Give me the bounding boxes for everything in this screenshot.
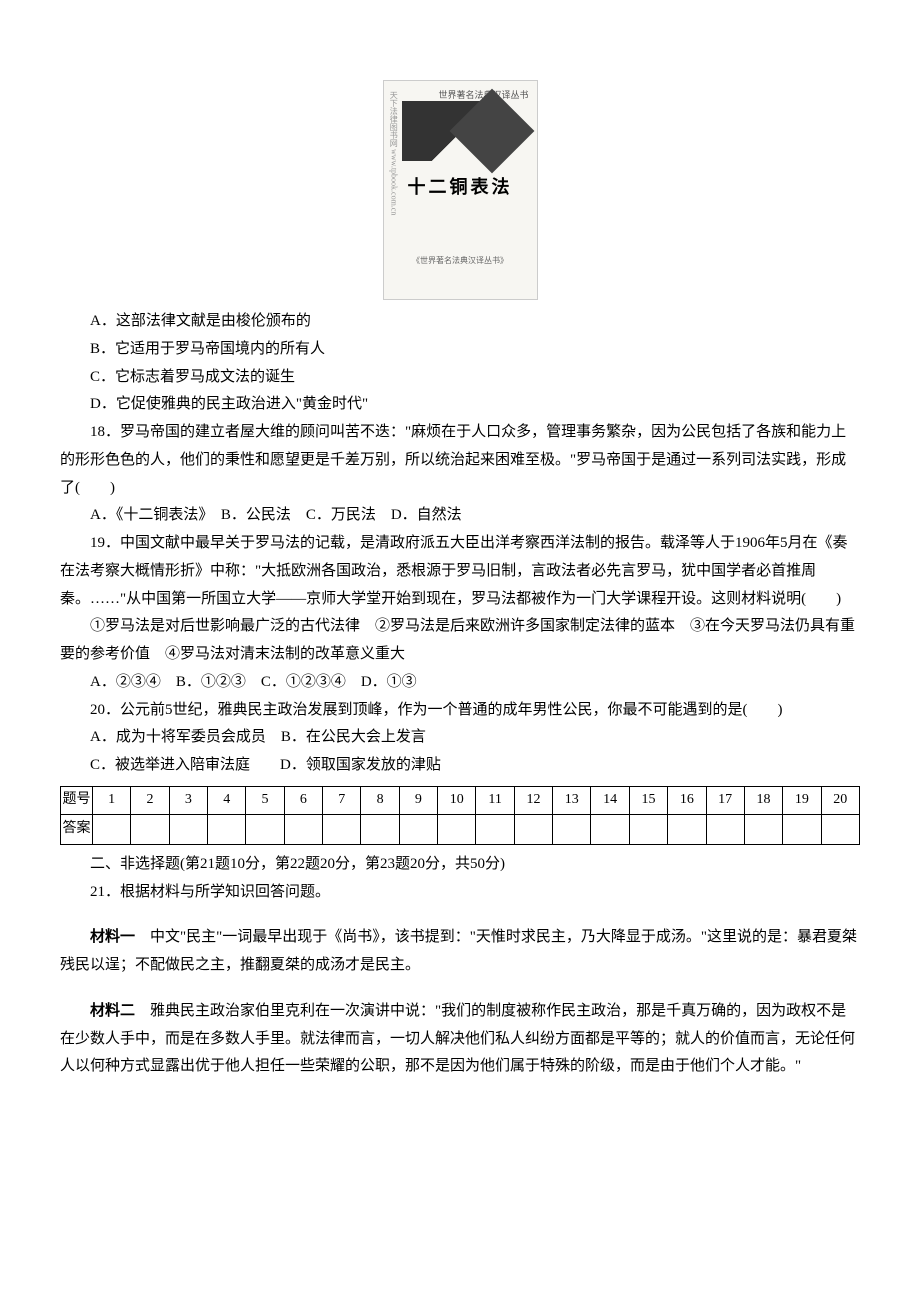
q17-option-b: B．它适用于罗马帝国境内的所有人 xyxy=(60,336,860,364)
ans-cell xyxy=(438,814,476,844)
ans-cell xyxy=(744,814,782,844)
num-cell: 11 xyxy=(476,786,514,814)
material-1: 材料一 中文"民主"一词最早出现于《尚书》，该书提到："天惟时求民主，乃大降显于… xyxy=(60,924,860,980)
ans-cell xyxy=(246,814,284,844)
ans-cell xyxy=(668,814,706,844)
material-2-text: 雅典民主政治家伯里克利在一次演讲中说："我们的制度被称作民主政治，那是千真万确的… xyxy=(60,1003,855,1075)
ans-cell xyxy=(821,814,859,844)
book-cover-image: 天下法律图书网 www.tpbook.com.cn 世界著名法典汉译丛书 十二铜… xyxy=(383,80,538,300)
num-cell: 5 xyxy=(246,786,284,814)
num-cell: 9 xyxy=(399,786,437,814)
num-cell: 16 xyxy=(668,786,706,814)
num-cell: 18 xyxy=(744,786,782,814)
num-cell: 20 xyxy=(821,786,859,814)
num-cell: 6 xyxy=(284,786,322,814)
ans-cell xyxy=(208,814,246,844)
ans-cell xyxy=(591,814,629,844)
table-row-numbers: 题号 1 2 3 4 5 6 7 8 9 10 11 12 13 14 15 1… xyxy=(61,786,860,814)
q17-option-c: C．它标志着罗马成文法的诞生 xyxy=(60,364,860,392)
q18-options: A．《十二铜表法》 B．公民法 C．万民法 D．自然法 xyxy=(60,502,860,530)
num-cell: 13 xyxy=(553,786,591,814)
q21-text: 21．根据材料与所学知识回答问题。 xyxy=(60,879,860,907)
q20-options-ab: A．成为十将军委员会成员 B．在公民大会上发言 xyxy=(60,724,860,752)
material-1-text: 中文"民主"一词最早出现于《尚书》，该书提到："天惟时求民主，乃大降显于成汤。"… xyxy=(60,929,857,973)
material-2-label: 材料二 xyxy=(90,1003,135,1019)
num-cell: 19 xyxy=(783,786,821,814)
num-cell: 3 xyxy=(169,786,207,814)
num-cell: 17 xyxy=(706,786,744,814)
q20-text: 20．公元前5世纪，雅典民主政治发展到顶峰，作为一个普通的成年男性公民，你最不可… xyxy=(60,697,860,725)
ans-cell xyxy=(783,814,821,844)
book-bottom-text: 《世界著名法典汉译丛书》 xyxy=(384,254,537,269)
ans-cell xyxy=(629,814,667,844)
row-label-number: 题号 xyxy=(61,786,93,814)
num-cell: 4 xyxy=(208,786,246,814)
q18-text: 18．罗马帝国的建立者屋大维的顾问叫苦不迭："麻烦在于人口众多，管理事务繁杂，因… xyxy=(60,419,860,502)
num-cell: 14 xyxy=(591,786,629,814)
ans-cell xyxy=(706,814,744,844)
ans-cell xyxy=(323,814,361,844)
num-cell: 2 xyxy=(131,786,169,814)
num-cell: 7 xyxy=(323,786,361,814)
q19-text: 19．中国文献中最早关于罗马法的记载，是清政府派五大臣出洋考察西洋法制的报告。载… xyxy=(60,530,860,613)
material-2: 材料二 雅典民主政治家伯里克利在一次演讲中说："我们的制度被称作民主政治，那是千… xyxy=(60,998,860,1081)
num-cell: 1 xyxy=(93,786,131,814)
q17-option-d: D．它促使雅典的民主政治进入"黄金时代" xyxy=(60,391,860,419)
section2-header: 二、非选择题(第21题10分，第22题20分，第23题20分，共50分) xyxy=(60,851,860,879)
num-cell: 15 xyxy=(629,786,667,814)
ans-cell xyxy=(476,814,514,844)
ans-cell xyxy=(553,814,591,844)
num-cell: 8 xyxy=(361,786,399,814)
ans-cell xyxy=(93,814,131,844)
ans-cell xyxy=(169,814,207,844)
num-cell: 10 xyxy=(438,786,476,814)
answer-table: 题号 1 2 3 4 5 6 7 8 9 10 11 12 13 14 15 1… xyxy=(60,786,860,845)
ans-cell xyxy=(131,814,169,844)
row-label-answer: 答案 xyxy=(61,814,93,844)
q19-items: ①罗马法是对后世影响最广泛的古代法律 ②罗马法是后来欧洲许多国家制定法律的蓝本 … xyxy=(60,613,860,669)
q20-options-cd: C．被选举进入陪审法庭 D．领取国家发放的津贴 xyxy=(60,752,860,780)
book-title: 十二铜表法 xyxy=(384,171,537,204)
ans-cell xyxy=(361,814,399,844)
q19-options: A．②③④ B．①②③ C．①②③④ D．①③ xyxy=(60,669,860,697)
q17-option-a: A．这部法律文献是由梭伦颁布的 xyxy=(60,308,860,336)
material-1-label: 材料一 xyxy=(90,929,135,945)
table-row-answers: 答案 xyxy=(61,814,860,844)
num-cell: 12 xyxy=(514,786,552,814)
ans-cell xyxy=(284,814,322,844)
ans-cell xyxy=(514,814,552,844)
ans-cell xyxy=(399,814,437,844)
